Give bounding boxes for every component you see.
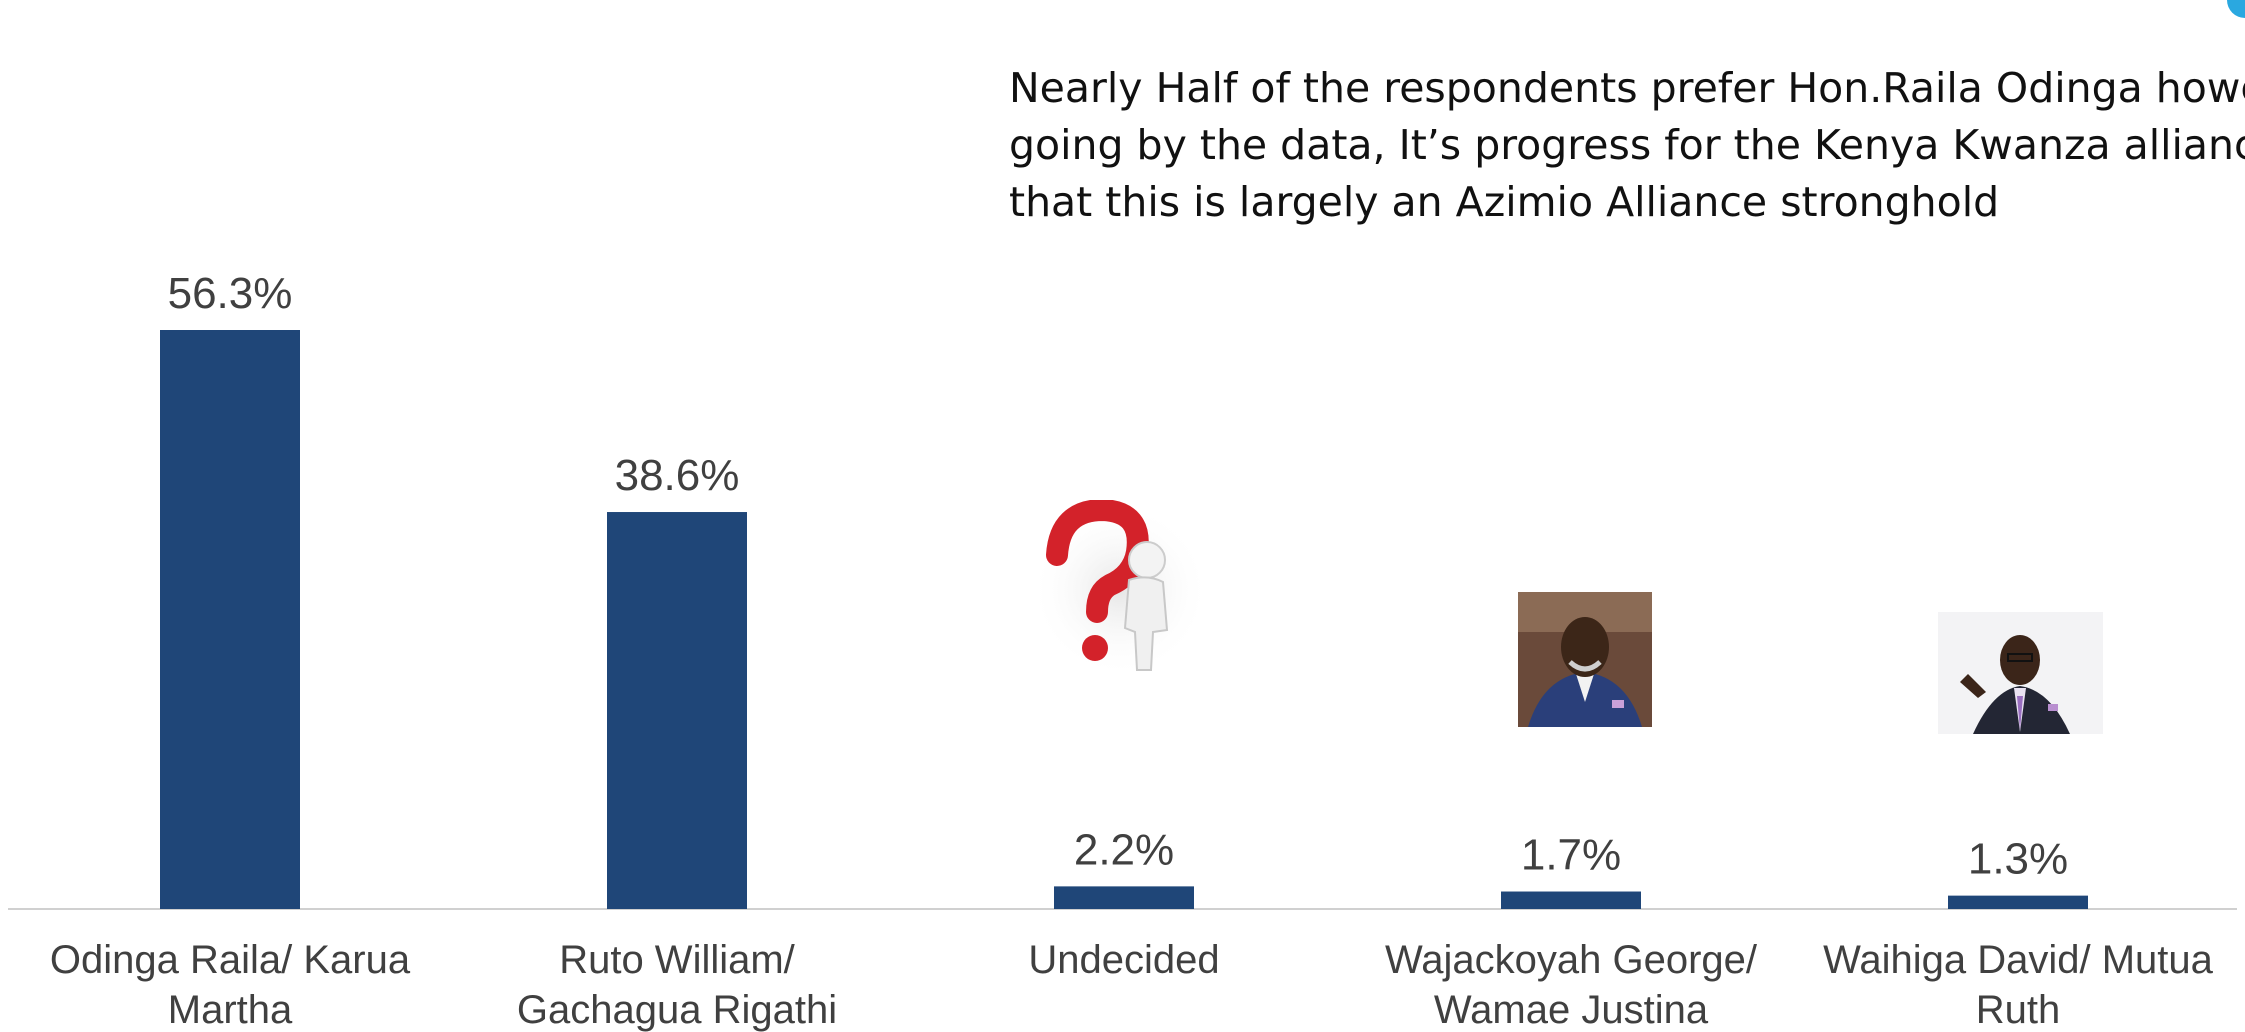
- category-label-1-line-1: Odinga Raila/ Karua: [50, 938, 411, 982]
- category-label-5-line-2: Ruth: [1976, 988, 2061, 1032]
- headline-text: Nearly Half of the respondents prefer Ho…: [1009, 60, 2245, 231]
- headline-line-2: going by the data, It’s progress for the…: [1009, 121, 2245, 169]
- odinga-photo: [160, 8, 400, 248]
- data-label-3: 2.2%: [1074, 825, 1174, 874]
- bar-2: [607, 512, 747, 909]
- category-label-5-line-1: Waihiga David/ Mutua: [1823, 938, 2214, 982]
- category-label-1-line-2: Martha: [168, 988, 293, 1032]
- category-label-2-line-2: Gachagua Rigathi: [517, 988, 837, 1032]
- data-label-4: 1.7%: [1521, 831, 1621, 880]
- category-label-4-line-1: Wajackoyah George/: [1385, 938, 1758, 982]
- headline-line-1: Nearly Half of the respondents prefer Ho…: [1009, 64, 2245, 112]
- category-label-4-line-2: Wamae Justina: [1434, 988, 1709, 1032]
- waihiga-photo: [1938, 612, 2103, 734]
- data-label-2: 38.6%: [615, 451, 740, 500]
- headline-line-3: that this is largely an Azimio Alliance …: [1009, 178, 2000, 226]
- bar-5: [1948, 895, 2088, 909]
- bar-4: [1501, 891, 1641, 909]
- bar-3: [1054, 886, 1194, 909]
- category-label-3-line-1: Undecided: [1028, 938, 1219, 982]
- question-mark-figure: [1025, 500, 1210, 680]
- data-label-1: 56.3%: [168, 269, 293, 318]
- data-label-5: 1.3%: [1968, 835, 2068, 884]
- wajackoyah-photo: [1518, 592, 1652, 727]
- category-label-2-line-1: Ruto William/: [559, 938, 795, 982]
- ruto-photo: [590, 110, 820, 340]
- bar-1: [160, 330, 300, 909]
